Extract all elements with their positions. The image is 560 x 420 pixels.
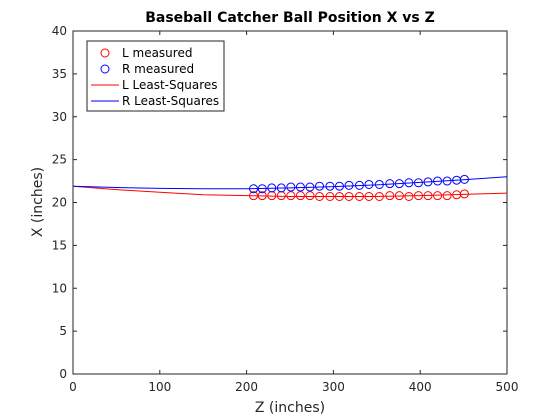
legend-label-l-least-squares: L Least-Squares: [122, 78, 218, 92]
y-tick-label: 40: [52, 24, 67, 38]
y-tick-label: 15: [52, 238, 67, 252]
x-tick-label: 500: [496, 380, 519, 394]
data-point-r-measured: [315, 181, 325, 191]
data-point-r-measured: [374, 179, 384, 189]
data-point-l-measured: [295, 191, 305, 201]
legend-label-r-least-squares: R Least-Squares: [122, 94, 219, 108]
data-point-r-measured: [325, 181, 335, 191]
data-point-r-measured: [364, 179, 374, 189]
data-point-l-measured: [364, 192, 374, 201]
data-point-r-measured: [354, 180, 364, 190]
data-point-l-measured: [404, 192, 414, 201]
data-point-r-measured: [305, 182, 315, 192]
y-tick-label: 20: [52, 196, 67, 210]
legend-marker-r-measured: [100, 64, 110, 74]
data-point-r-measured: [433, 176, 443, 186]
legend-marker-l-measured: [100, 48, 110, 58]
x-tick-label: 0: [69, 380, 77, 394]
data-point-l-measured: [385, 191, 395, 201]
data-point-l-measured: [257, 191, 267, 201]
x-axis-ticks: 0 100 200 300 400 500: [69, 31, 518, 394]
data-point-l-measured: [354, 192, 364, 201]
data-point-l-measured: [305, 191, 315, 201]
data-point-r-measured: [295, 182, 305, 192]
data-point-l-measured: [286, 191, 296, 201]
data-point-r-measured: [423, 177, 433, 187]
y-tick-label: 5: [59, 324, 67, 338]
x-tick-label: 400: [409, 380, 432, 394]
x-tick-label: 100: [148, 380, 171, 394]
data-point-l-measured: [433, 191, 443, 201]
data-point-r-measured: [334, 181, 344, 191]
legend-label-r-measured: R measured: [122, 62, 194, 76]
data-point-r-measured: [394, 179, 404, 189]
data-point-r-measured: [276, 183, 286, 193]
data-point-l-measured: [374, 192, 384, 201]
series-line-r-least-squares: [72, 176, 508, 190]
data-point-r-measured: [459, 174, 469, 184]
x-axis-title: Z (inches): [255, 400, 325, 416]
data-point-l-measured: [344, 192, 354, 201]
y-axis-title: X (inches): [30, 167, 46, 237]
data-point-r-measured: [413, 178, 423, 188]
x-tick-label: 200: [235, 380, 258, 394]
y-tick-label: 0: [59, 367, 67, 381]
data-point-l-measured: [423, 191, 433, 201]
data-point-l-measured: [459, 189, 469, 199]
data-point-l-measured: [442, 191, 452, 201]
legend: L measured R measured L Least-Squares R …: [86, 40, 225, 112]
series-layer: [72, 174, 508, 201]
data-point-l-measured: [394, 191, 404, 201]
chart-title: Baseball Catcher Ball Position X vs Z: [145, 10, 435, 26]
data-point-l-measured: [249, 191, 259, 201]
data-point-r-measured: [249, 184, 259, 194]
data-point-r-measured: [286, 182, 296, 192]
data-point-l-measured: [315, 192, 325, 201]
data-point-r-measured: [442, 176, 452, 186]
y-tick-label: 35: [52, 67, 67, 81]
data-point-l-measured: [325, 192, 335, 201]
legend-box: [86, 40, 225, 112]
data-point-r-measured: [385, 179, 395, 189]
series-line-l-least-squares: [72, 185, 508, 197]
data-point-l-measured: [413, 191, 423, 201]
y-axis-ticks: 0 5 10 15 20 25 30 35 40: [52, 24, 507, 381]
data-point-r-measured: [344, 180, 354, 190]
data-point-r-measured: [267, 183, 277, 193]
x-tick-label: 300: [322, 380, 345, 394]
y-tick-label: 10: [52, 281, 67, 295]
data-point-l-measured: [334, 192, 344, 201]
y-tick-label: 25: [52, 153, 67, 167]
y-tick-label: 30: [52, 110, 67, 124]
data-point-r-measured: [404, 178, 414, 188]
legend-label-l-measured: L measured: [122, 46, 192, 60]
data-point-r-measured: [257, 184, 267, 194]
